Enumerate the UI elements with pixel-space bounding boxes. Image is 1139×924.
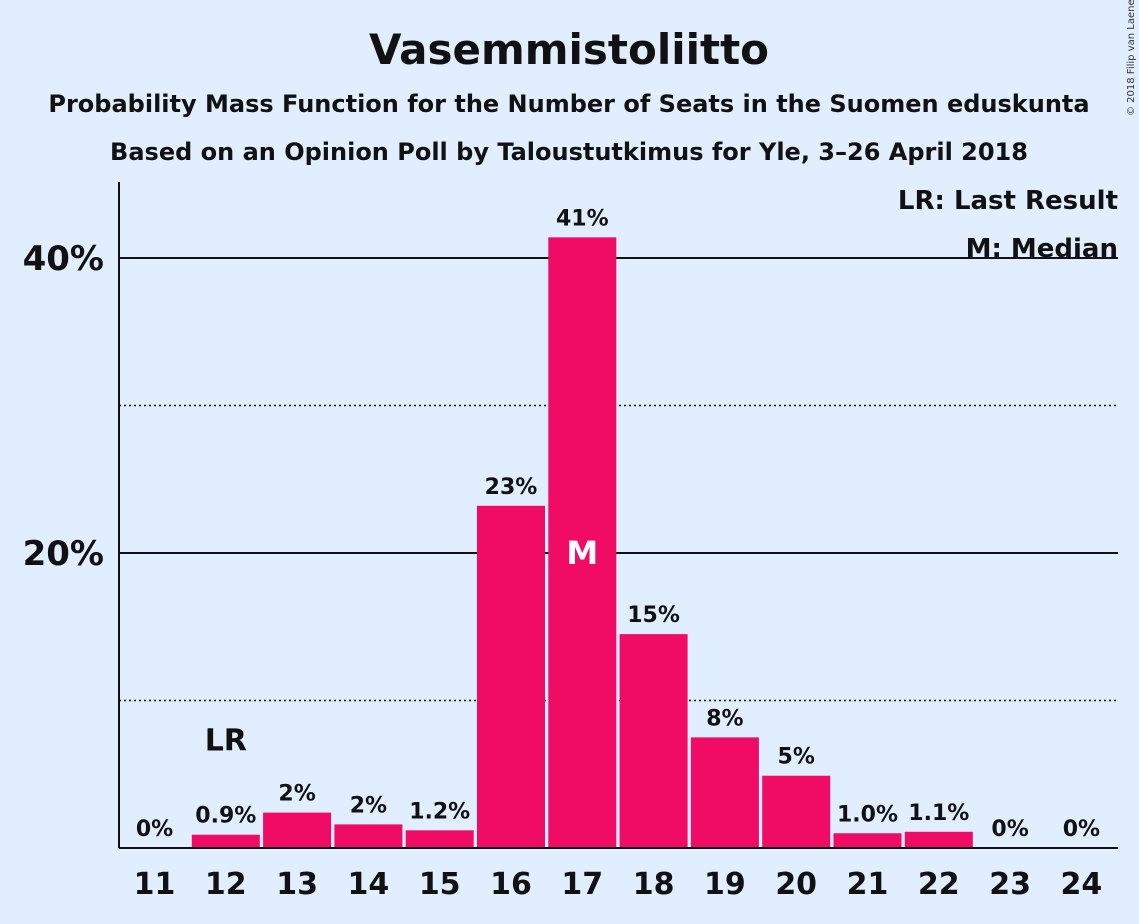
y-tick-label: 20% (23, 534, 104, 574)
data-label: 1.1% (908, 801, 969, 826)
data-label: 8% (706, 706, 743, 731)
data-label: 0% (136, 817, 173, 842)
data-label: 2% (350, 793, 387, 818)
bar (477, 505, 545, 848)
data-label: 41% (556, 206, 609, 231)
data-label: 1.0% (837, 802, 898, 827)
x-tick-label: 12 (205, 867, 247, 902)
x-tick-label: 22 (918, 867, 960, 902)
bar (263, 812, 332, 848)
chart-subtitle-1: Probability Mass Function for the Number… (48, 90, 1089, 118)
chart-title: Vasemmistoliitto (369, 25, 769, 74)
x-tick-label: 18 (633, 867, 675, 902)
chart-subtitle-2: Based on an Opinion Poll by Taloustutkim… (110, 138, 1028, 166)
x-tick-label: 20 (775, 867, 817, 902)
data-label: 1.2% (409, 799, 470, 824)
x-tick-label: 16 (490, 867, 532, 902)
gridlines (119, 257, 1118, 702)
x-tick-label: 13 (276, 867, 318, 902)
bar (191, 834, 260, 848)
copyright-text: © 2018 Filip van Laenen (1126, 0, 1137, 116)
x-tick-label: 17 (561, 867, 603, 902)
y-tick-label: 40% (23, 239, 104, 279)
x-tick-label: 14 (348, 867, 390, 902)
bar (334, 824, 403, 848)
y-axis-ticks: 20% 40% (23, 239, 104, 574)
last-result-marker: LR (205, 724, 247, 759)
x-tick-label: 11 (134, 867, 176, 902)
x-tick-label: 15 (419, 867, 461, 902)
x-tick-label: 23 (989, 867, 1031, 902)
bar (548, 237, 617, 849)
data-label: 0% (991, 817, 1028, 842)
x-axis-ticks: 11 12 13 14 15 16 17 18 19 20 21 22 23 24 (134, 867, 1103, 902)
bar (405, 830, 474, 848)
x-tick-label: 24 (1061, 867, 1103, 902)
data-label: 5% (778, 745, 815, 770)
x-tick-label: 21 (847, 867, 889, 902)
bar (690, 737, 759, 848)
data-label: 0% (1063, 817, 1100, 842)
bars (191, 237, 973, 849)
data-label: 15% (627, 603, 680, 628)
bar (904, 831, 973, 848)
data-label: 2% (278, 782, 315, 807)
median-marker: M (566, 534, 598, 572)
x-tick-label: 19 (704, 867, 746, 902)
bar (619, 634, 688, 848)
data-label: 23% (485, 475, 538, 500)
data-label: 0.9% (195, 804, 256, 829)
legend-median: M: Median (966, 234, 1118, 264)
bar (762, 775, 831, 848)
legend-last-result: LR: Last Result (898, 186, 1118, 216)
data-labels: 0% 0.9% LR 2% 2% 1.2% 23% 41% M 15% 8% 5% 1.0% 1.1% 0%… (136, 206, 1100, 842)
bar (833, 833, 902, 848)
